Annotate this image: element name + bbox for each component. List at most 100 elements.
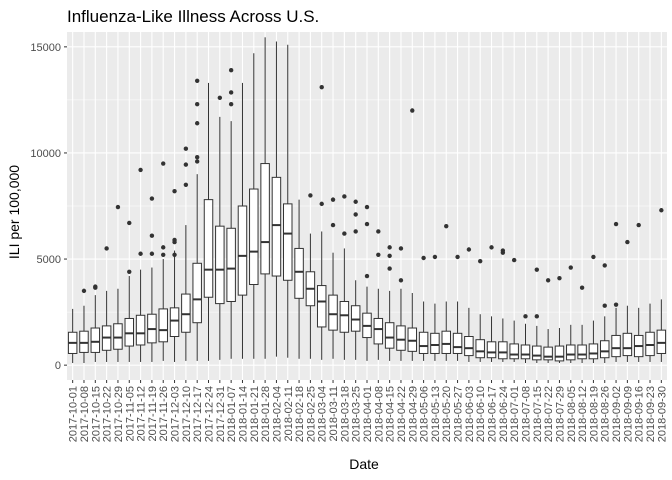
box-2018-06-17 — [486, 245, 497, 362]
box-2017-12-24 — [203, 82, 214, 361]
outlier-point — [194, 159, 200, 164]
box-2018-02-18 — [294, 199, 304, 359]
box-2018-06-10 — [475, 258, 485, 362]
box-2018-07-15 — [532, 267, 542, 364]
box-2017-11-12 — [135, 167, 146, 362]
box-iqr — [430, 332, 440, 354]
outlier-point — [115, 204, 121, 210]
x-tick-label: 2018-07-22 — [543, 386, 555, 442]
box-iqr — [554, 345, 565, 362]
box-iqr — [373, 317, 384, 345]
box-2018-03-11 — [328, 197, 338, 359]
outlier-point — [194, 121, 200, 126]
box-iqr — [441, 330, 451, 354]
x-tick-label: 2017-12-24 — [204, 386, 216, 442]
x-tick-label: 2018-04-29 — [407, 386, 419, 442]
box-2018-09-16 — [633, 222, 644, 362]
x-tick-label: 2018-07-08 — [520, 386, 532, 442]
outlier-point — [387, 266, 392, 271]
box-2018-08-19 — [588, 254, 599, 364]
outlier-point — [466, 247, 472, 252]
outlier-point — [127, 269, 132, 274]
box-2018-09-09 — [622, 239, 633, 362]
x-tick-label: 2017-12-10 — [181, 386, 193, 442]
box-iqr — [271, 176, 282, 277]
x-tick-label: 2018-03-11 — [328, 386, 340, 441]
box-iqr — [611, 334, 621, 358]
x-tick-label: 2018-06-10 — [475, 386, 487, 442]
outlier-point — [149, 251, 155, 256]
box-iqr — [509, 343, 519, 360]
outlier-point — [364, 273, 370, 279]
outlier-point — [308, 193, 313, 198]
outlier-point — [149, 233, 155, 238]
x-tick-label: 2017-11-12 — [136, 386, 148, 441]
box-2018-02-25 — [305, 193, 316, 359]
box-2017-10-15 — [90, 284, 101, 362]
box-2018-05-20 — [441, 223, 451, 361]
outlier-point — [602, 303, 607, 308]
x-tick-label: 2018-07-29 — [554, 386, 566, 442]
outlier-point — [364, 221, 370, 227]
box-2017-11-05 — [124, 220, 135, 362]
outlier-point — [659, 208, 664, 213]
box-2018-05-06 — [418, 255, 429, 361]
box-iqr — [407, 327, 418, 352]
box-iqr — [350, 305, 361, 332]
chart-title: Influenza-Like Illness Across U.S. — [67, 7, 319, 26]
box-2018-02-04 — [271, 41, 282, 357]
outlier-point — [444, 223, 449, 229]
box-iqr — [396, 325, 406, 351]
box-iqr — [203, 199, 214, 298]
x-tick-label: 2018-07-15 — [532, 386, 544, 442]
outlier-point — [636, 222, 641, 228]
box-iqr — [158, 308, 168, 343]
box-2018-03-04 — [316, 84, 327, 360]
outlier-point — [194, 101, 200, 107]
box-iqr — [543, 346, 553, 361]
x-tick-label: 2018-02-04 — [271, 386, 283, 442]
x-tick-label: 2017-10-22 — [102, 386, 114, 442]
box-iqr — [215, 225, 225, 305]
outlier-point — [161, 245, 166, 250]
box-2017-12-10 — [181, 146, 191, 361]
box-2018-08-05 — [566, 265, 576, 364]
x-tick-label: 2018-04-08 — [373, 386, 385, 442]
box-2017-11-19 — [147, 196, 157, 362]
outlier-point — [342, 194, 347, 199]
box-2018-08-26 — [599, 263, 610, 364]
y-tick-label: 0 — [55, 360, 61, 372]
x-tick-label: 2018-07-01 — [509, 386, 521, 442]
box-iqr — [452, 332, 463, 354]
box-2018-01-28 — [260, 37, 270, 359]
outlier-point — [228, 67, 234, 73]
boxes-layer — [67, 37, 667, 364]
box-iqr — [464, 336, 474, 357]
outlier-point — [104, 246, 109, 251]
x-tick-label: 2018-09-30 — [656, 386, 668, 442]
outlier-point — [330, 222, 336, 228]
outlier-point — [478, 258, 483, 264]
box-2018-03-18 — [339, 194, 350, 360]
x-tick-label: 2018-02-25 — [305, 386, 317, 442]
x-tick-label: 2018-09-23 — [645, 386, 657, 442]
outlier-point — [183, 162, 189, 167]
outlier-point — [228, 101, 234, 107]
box-2018-07-22 — [543, 278, 553, 364]
outlier-point — [138, 251, 143, 256]
box-2018-01-07 — [226, 67, 236, 359]
box-iqr — [328, 294, 338, 331]
box-iqr — [622, 332, 633, 357]
box-iqr — [532, 345, 542, 361]
x-tick-label: 2018-05-13 — [430, 386, 442, 442]
box-iqr — [588, 343, 599, 360]
outlier-point — [194, 154, 200, 160]
outlier-point — [183, 182, 189, 187]
box-iqr — [124, 317, 135, 347]
x-tick-label: 2018-06-03 — [464, 386, 476, 442]
box-2017-12-03 — [169, 188, 180, 362]
box-2018-09-30 — [656, 208, 667, 362]
box-iqr — [599, 340, 610, 359]
x-tick-label: 2017-12-31 — [215, 386, 227, 442]
x-tick-label: 2018-04-22 — [396, 386, 408, 442]
